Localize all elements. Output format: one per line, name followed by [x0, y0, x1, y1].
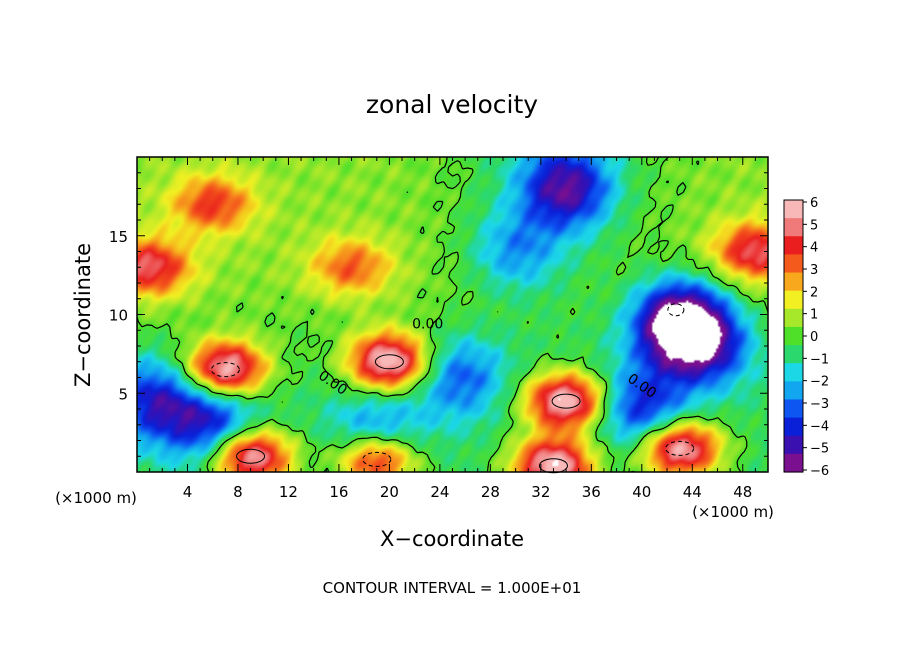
- x-tick-label: 12: [279, 483, 298, 501]
- colorbar-labels: 6 5 4 3 2 1 0 −1 −2 −3 −4 −5 −6: [803, 196, 829, 479]
- x-axis-label: X−coordinate: [380, 527, 524, 551]
- positive-contour: [236, 448, 266, 464]
- colorbar-swatch: [784, 381, 803, 401]
- colorbar-tick-label: −2: [810, 375, 829, 390]
- colorbar-swatch: [784, 308, 803, 328]
- positive-contour: [551, 393, 581, 409]
- y-tick-label: 10: [109, 307, 128, 325]
- y-axis-label: Z−coordinate: [71, 243, 95, 387]
- colorbar-tick-label: −3: [810, 397, 829, 412]
- y-tick-label: 15: [109, 228, 128, 246]
- colorbar-tick-label: 4: [810, 241, 818, 256]
- colorbar-swatch: [784, 272, 803, 292]
- colorbar-tick-label: 0: [810, 330, 818, 345]
- negative-contour: [667, 303, 685, 317]
- colorbar: 6 5 4 3 2 1 0 −1 −2 −3 −4 −5 −6: [783, 196, 829, 479]
- colorbar-tick-label: 3: [810, 263, 818, 278]
- x-tick-label: 44: [683, 483, 702, 501]
- negative-contour: [362, 451, 392, 467]
- plot-area: 0.000.00 0.00: [136, 156, 769, 474]
- colorbar-tick-label: 6: [810, 196, 818, 211]
- zero-contour: [136, 156, 769, 473]
- x-tick-label: 40: [632, 483, 651, 501]
- negative-contour: [665, 440, 695, 456]
- x-tick-label: 24: [430, 483, 449, 501]
- colorbar-swatch: [784, 435, 803, 455]
- x-tick-label: 48: [733, 483, 752, 501]
- chart-title: zonal velocity: [366, 90, 538, 119]
- colorbar-tick-label: −6: [810, 464, 829, 479]
- colorbar-swatch: [784, 254, 803, 274]
- colorbar-swatch: [784, 200, 803, 219]
- colorbar-swatch: [784, 453, 803, 473]
- colorbar-tick-label: −1: [810, 352, 829, 367]
- colorbar-swatch: [784, 326, 803, 346]
- x-tick-label: 16: [329, 483, 348, 501]
- x-tick-label: 32: [531, 483, 550, 501]
- y-axis-unit: (×1000 m): [55, 489, 137, 507]
- x-tick-label: 8: [233, 483, 243, 501]
- negative-contour: [210, 362, 240, 378]
- y-tick-label: 5: [118, 385, 128, 403]
- colorbar-tick-label: −4: [810, 419, 829, 434]
- colorbar-tick-label: 1: [810, 308, 818, 323]
- colorbar-swatch: [784, 399, 803, 419]
- colorbar-swatch: [784, 290, 803, 310]
- x-tick-label: 28: [481, 483, 500, 501]
- colorbar-swatch: [784, 218, 803, 237]
- x-tick-label: 20: [380, 483, 399, 501]
- colorbar-tick-label: 2: [810, 285, 818, 300]
- colorbar-tick-label: 5: [810, 218, 818, 233]
- colorbar-swatch: [784, 236, 803, 255]
- contour-label: 0.00: [412, 317, 443, 333]
- heatmap-field: [137, 157, 768, 472]
- colorbar-swatch: [784, 345, 803, 364]
- x-tick-label: 4: [183, 483, 193, 501]
- x-axis-unit: (×1000 m): [692, 503, 774, 521]
- x-tick-label: 36: [582, 483, 601, 501]
- axis-ticks: [137, 157, 768, 472]
- positive-contour: [374, 354, 404, 370]
- contour-interval-note: CONTOUR INTERVAL = 1.000E+01: [323, 579, 582, 597]
- colorbar-swatch: [784, 363, 803, 382]
- colorbar-swatch: [784, 417, 803, 437]
- x-tick-labels: 4 8 12 16 20 24 28 32 36 40 44 48: [183, 483, 753, 501]
- colorbar-tick-label: −5: [810, 442, 829, 457]
- y-tick-labels: 5 10 15: [109, 228, 128, 404]
